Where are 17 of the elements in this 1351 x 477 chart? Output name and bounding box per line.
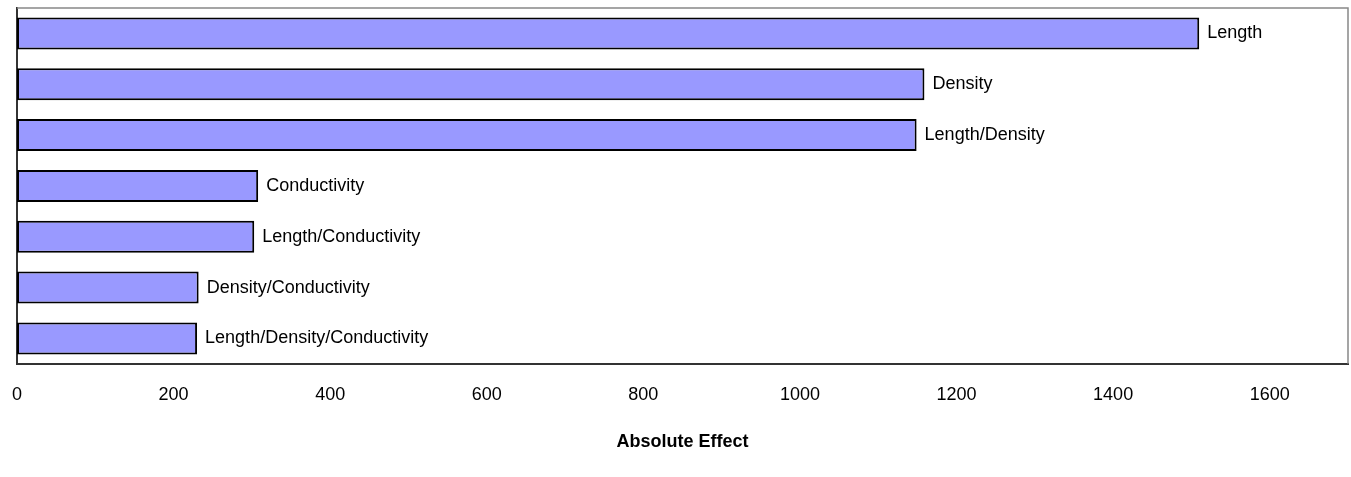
- x-axis-title: Absolute Effect: [616, 431, 749, 452]
- y-tick-label: Length/Conductivity: [262, 225, 421, 246]
- x-tick-label: 0: [12, 383, 23, 404]
- y-tick-label: Length/Density: [924, 124, 1045, 145]
- x-tick-label: 400: [315, 383, 346, 404]
- x-tick-label: 1600: [1249, 383, 1290, 404]
- y-tick-label: Density: [932, 73, 993, 94]
- y-tick-label: Density/Conductivity: [206, 276, 370, 297]
- y-tick-label: Conductivity: [266, 174, 365, 195]
- y-tick-label: Length: [1207, 22, 1263, 43]
- x-tick-label: 200: [158, 383, 189, 404]
- x-tick-label: 800: [628, 383, 659, 404]
- x-tick-label: 600: [471, 383, 502, 404]
- x-tick-label: 1200: [936, 383, 977, 404]
- y-tick-label: Length/Density/Conductivity: [205, 327, 429, 348]
- x-tick-label: 1000: [779, 383, 820, 404]
- x-tick-label: 1400: [1093, 383, 1134, 404]
